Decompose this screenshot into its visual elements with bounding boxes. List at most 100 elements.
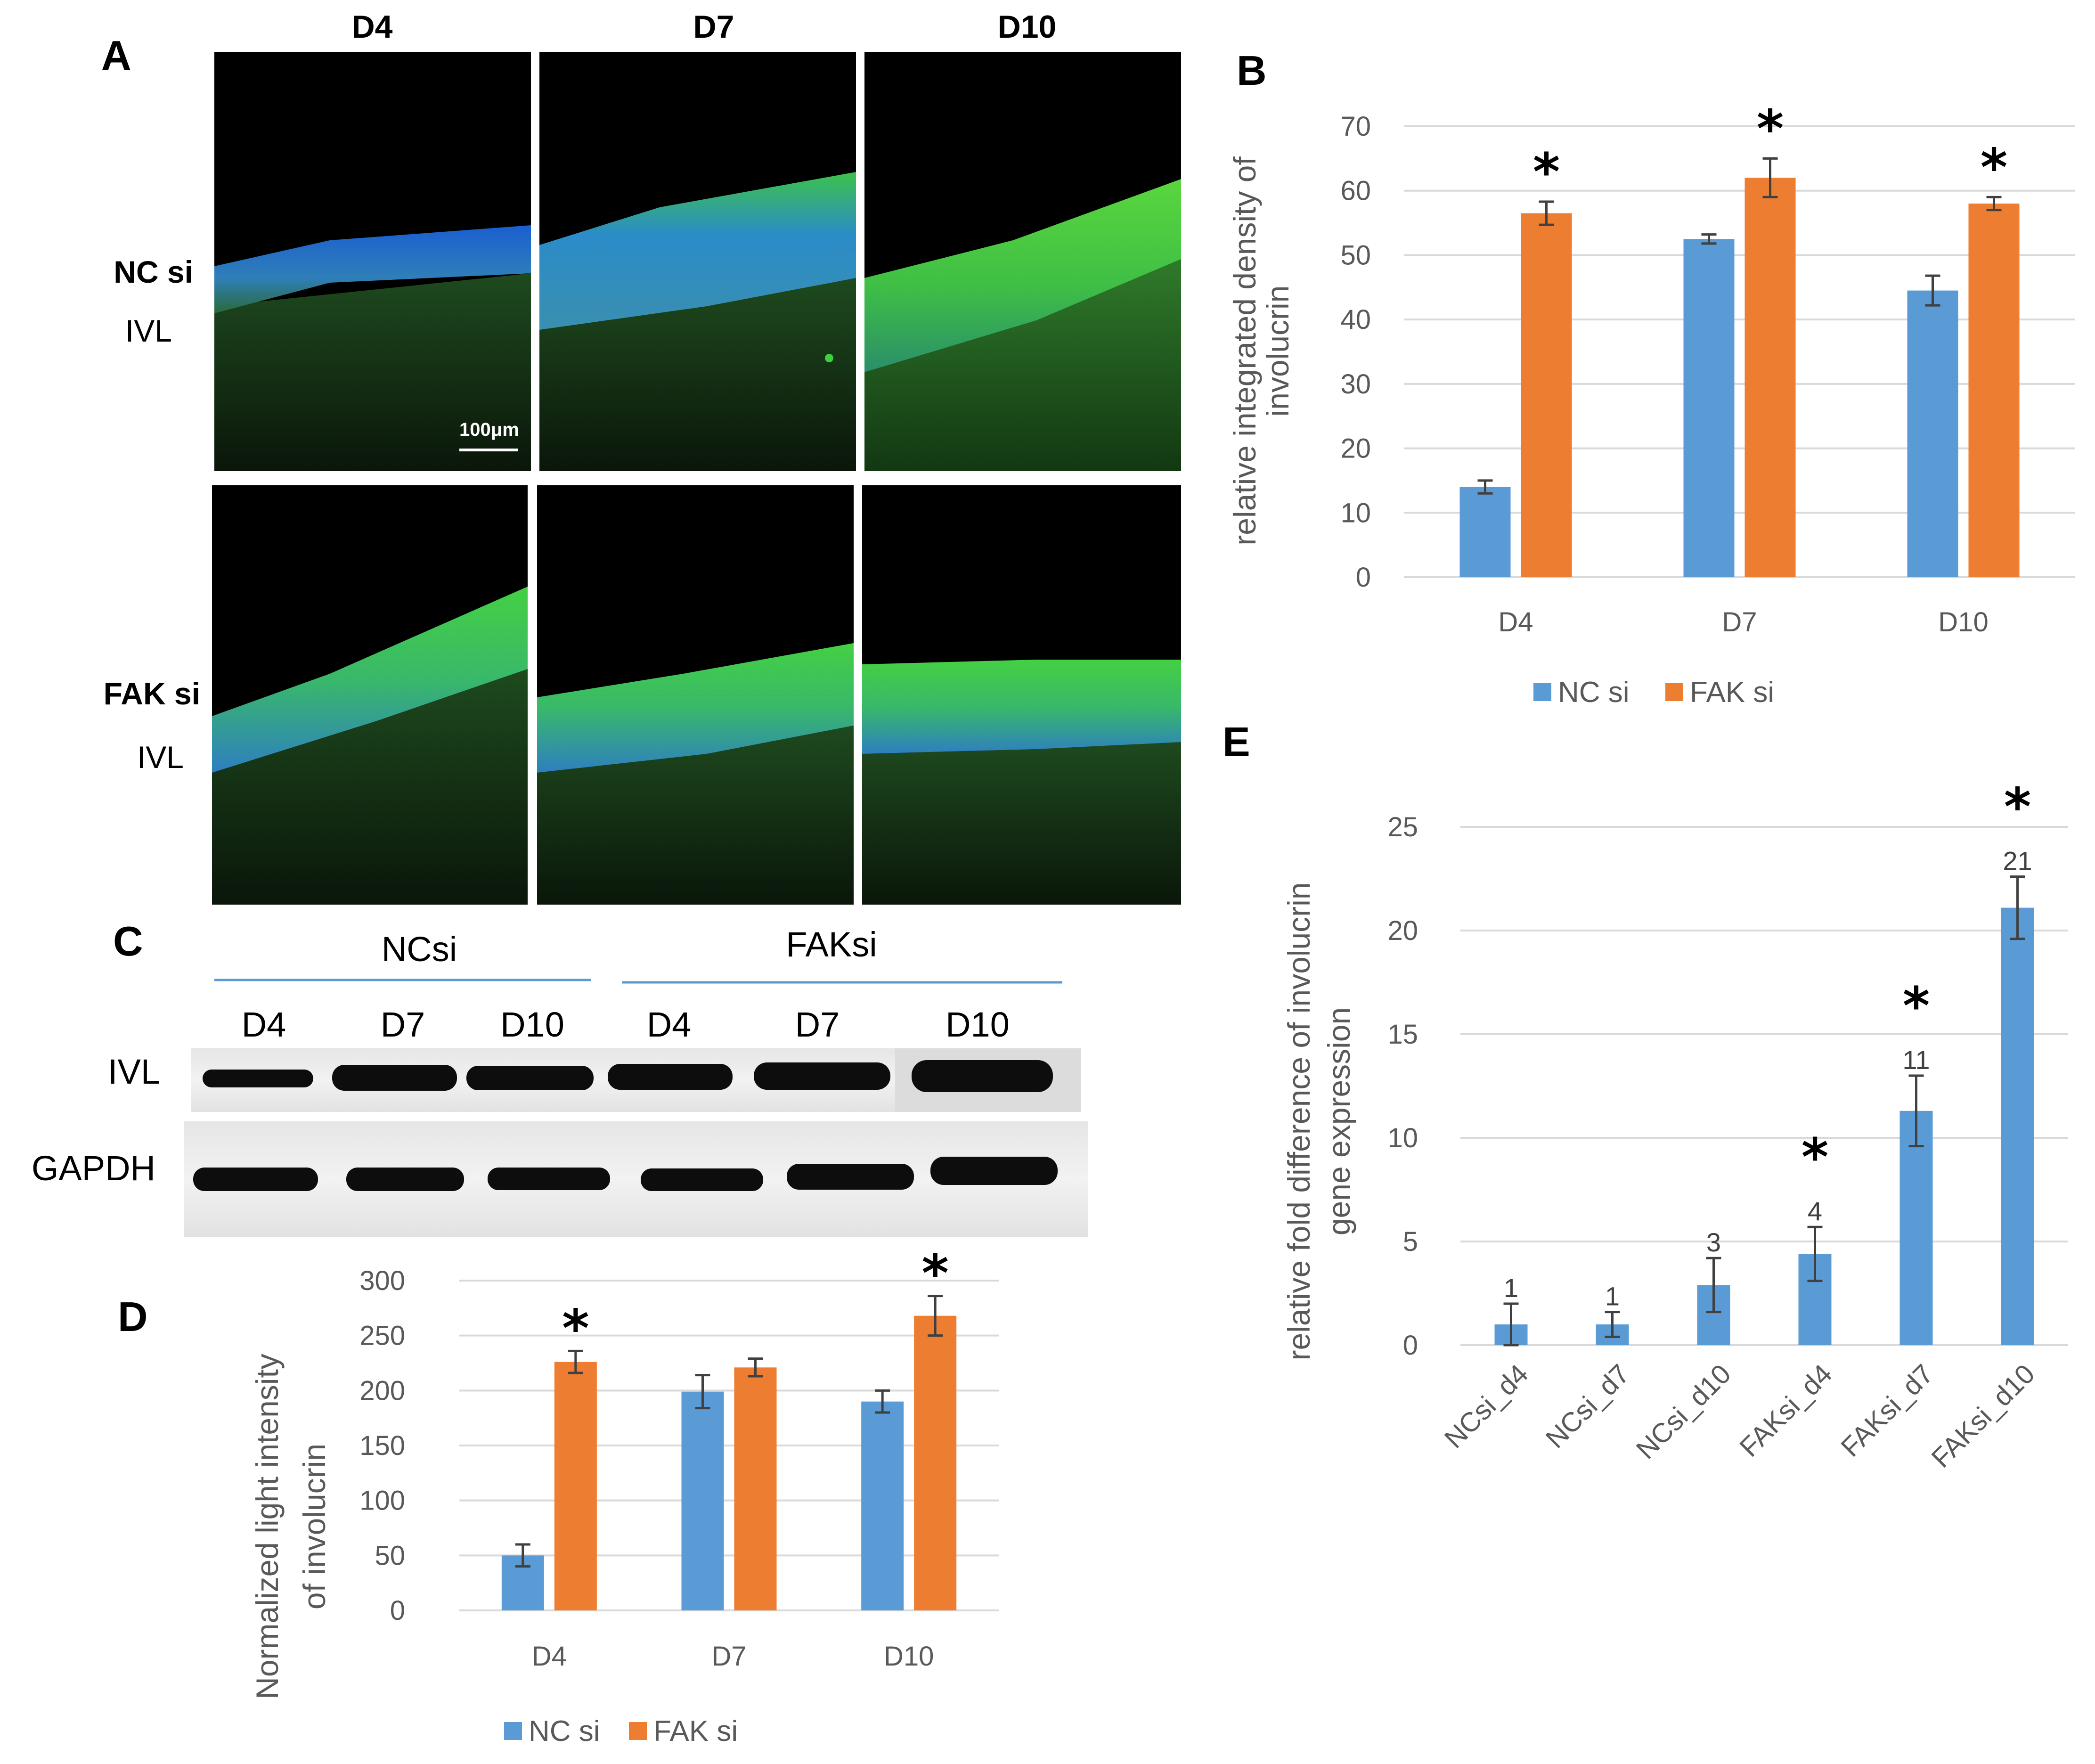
panel-b-letter: B bbox=[1237, 47, 1267, 94]
blot-lane-2: D7 bbox=[381, 1005, 425, 1044]
bar bbox=[681, 1391, 724, 1610]
bar bbox=[2001, 907, 2034, 1345]
bar bbox=[1907, 290, 1958, 577]
blot-row-ivl: IVL bbox=[108, 1052, 160, 1091]
blot-lane-6: D10 bbox=[946, 1005, 1010, 1044]
bar bbox=[1683, 239, 1735, 577]
y-axis-title-line: involucrin bbox=[1260, 286, 1295, 417]
micrograph-fak-d4 bbox=[212, 485, 528, 905]
blot-lane-4: D4 bbox=[647, 1005, 692, 1044]
blot-lane-3: D10 bbox=[500, 1005, 564, 1044]
bar bbox=[554, 1362, 597, 1610]
blot-row-gapdh: GAPDH bbox=[32, 1149, 155, 1188]
bar bbox=[1459, 487, 1511, 577]
significance-star: * bbox=[1533, 142, 1560, 202]
y-axis-title-line: relative fold difference of involucrin bbox=[1281, 882, 1316, 1360]
blot-group-ncsi: NCsi bbox=[382, 930, 457, 969]
y-tick-label: 60 bbox=[1340, 176, 1371, 206]
bar bbox=[734, 1367, 777, 1610]
y-tick-label: 50 bbox=[1340, 240, 1371, 270]
x-category-label: NCsi_d4 bbox=[1438, 1358, 1534, 1454]
panel-a-col-d10: D10 bbox=[998, 9, 1057, 45]
panel-c-letter: C bbox=[113, 918, 143, 964]
bar bbox=[1968, 204, 2020, 577]
y-tick-label: 25 bbox=[1387, 812, 1418, 842]
x-category-label: D10 bbox=[1938, 607, 1988, 637]
y-tick-label: 50 bbox=[375, 1540, 405, 1571]
legend-swatch bbox=[504, 1722, 522, 1740]
blot-gapdh bbox=[184, 1121, 1088, 1237]
y-tick-label: 0 bbox=[390, 1595, 405, 1626]
significance-star: * bbox=[562, 1298, 589, 1358]
legend-swatch bbox=[629, 1722, 647, 1740]
micrograph-fak-d10 bbox=[862, 485, 1181, 905]
y-tick-label: 40 bbox=[1340, 304, 1371, 335]
chart-d: D 0 50 100 150 200 250 300 Normalized light inte… bbox=[118, 1243, 999, 1748]
y-tick-label: 5 bbox=[1403, 1226, 1418, 1257]
significance-star: * bbox=[1903, 976, 1930, 1036]
micrograph-nc-d4: 100μm bbox=[214, 52, 531, 471]
chart-e: E 0 5 10 15 20 25 relative fold difference of i… bbox=[1223, 719, 2068, 1474]
panel-a-letter: A bbox=[101, 32, 131, 79]
x-category-label: D7 bbox=[1722, 607, 1757, 637]
data-label: 3 bbox=[1706, 1227, 1721, 1257]
data-label: 4 bbox=[1808, 1196, 1822, 1226]
data-label: 1 bbox=[1605, 1282, 1620, 1311]
panel-a-row2-stain: IVL bbox=[137, 740, 184, 775]
y-tick-label: 10 bbox=[1387, 1123, 1418, 1153]
x-category-label: D7 bbox=[711, 1641, 746, 1672]
legend-label: FAK si bbox=[653, 1715, 738, 1748]
y-tick-label: 30 bbox=[1340, 369, 1371, 400]
x-category-label: D4 bbox=[532, 1641, 567, 1672]
panel-d-letter: D bbox=[118, 1293, 148, 1340]
panel-a-row1-stain: IVL bbox=[125, 313, 172, 348]
x-category-label: NCsi_d7 bbox=[1540, 1358, 1635, 1454]
significance-star: * bbox=[1802, 1127, 1829, 1187]
bar bbox=[914, 1315, 957, 1610]
panel-e-letter: E bbox=[1223, 719, 1250, 765]
bar bbox=[1899, 1111, 1933, 1345]
panel-a-col-d7: D7 bbox=[693, 9, 734, 45]
y-tick-label: 100 bbox=[359, 1486, 405, 1516]
y-tick-label: 150 bbox=[359, 1430, 405, 1461]
blot-lane-1: D4 bbox=[242, 1005, 286, 1044]
panel-a-row1-name: NC si bbox=[114, 254, 193, 289]
legend-label: NC si bbox=[529, 1715, 600, 1748]
legend-label: FAK si bbox=[1690, 676, 1774, 709]
panel-a-row2-name: FAK si bbox=[104, 676, 200, 711]
bar bbox=[1744, 178, 1796, 577]
x-category-label: FAKsi_d7 bbox=[1835, 1358, 1940, 1463]
y-axis-title-line: of involucrin bbox=[297, 1444, 332, 1609]
bar bbox=[861, 1401, 904, 1610]
y-tick-label: 0 bbox=[1356, 562, 1371, 593]
data-label: 11 bbox=[1902, 1045, 1930, 1075]
blot-lane-5: D7 bbox=[795, 1005, 840, 1044]
x-category-label: FAKsi_d10 bbox=[1925, 1358, 2040, 1473]
blot-group-faksi: FAKsi bbox=[786, 925, 877, 964]
y-tick-label: 10 bbox=[1340, 498, 1371, 528]
y-axis-title-line: gene expression bbox=[1321, 1007, 1356, 1235]
x-category-label: D4 bbox=[1498, 607, 1533, 637]
micrograph-fak-d7 bbox=[537, 485, 854, 905]
significance-star: * bbox=[1981, 137, 2008, 197]
y-tick-label: 15 bbox=[1387, 1019, 1418, 1050]
scale-bar-label: 100μm bbox=[459, 419, 519, 440]
micrograph-nc-d10 bbox=[864, 52, 1181, 471]
significance-star: * bbox=[2004, 777, 2031, 837]
data-label: 21 bbox=[2003, 846, 2032, 876]
bar bbox=[1521, 213, 1572, 577]
x-category-label: FAKsi_d4 bbox=[1734, 1358, 1838, 1463]
y-tick-label: 20 bbox=[1387, 915, 1418, 946]
micrograph-nc-d7 bbox=[539, 52, 856, 471]
legend-swatch bbox=[1665, 683, 1683, 701]
y-tick-label: 300 bbox=[359, 1266, 405, 1296]
legend-label: NC si bbox=[1558, 676, 1630, 709]
x-category-label: D10 bbox=[884, 1641, 934, 1672]
y-tick-label: 200 bbox=[359, 1375, 405, 1406]
significance-star: * bbox=[1757, 98, 1784, 159]
y-tick-label: 250 bbox=[359, 1321, 405, 1351]
y-tick-label: 0 bbox=[1403, 1330, 1418, 1361]
chart-b: B 0 10 20 30 40 50 60 70 relative integrated dens… bbox=[1227, 47, 2075, 709]
blot-ivl bbox=[191, 1048, 1081, 1112]
